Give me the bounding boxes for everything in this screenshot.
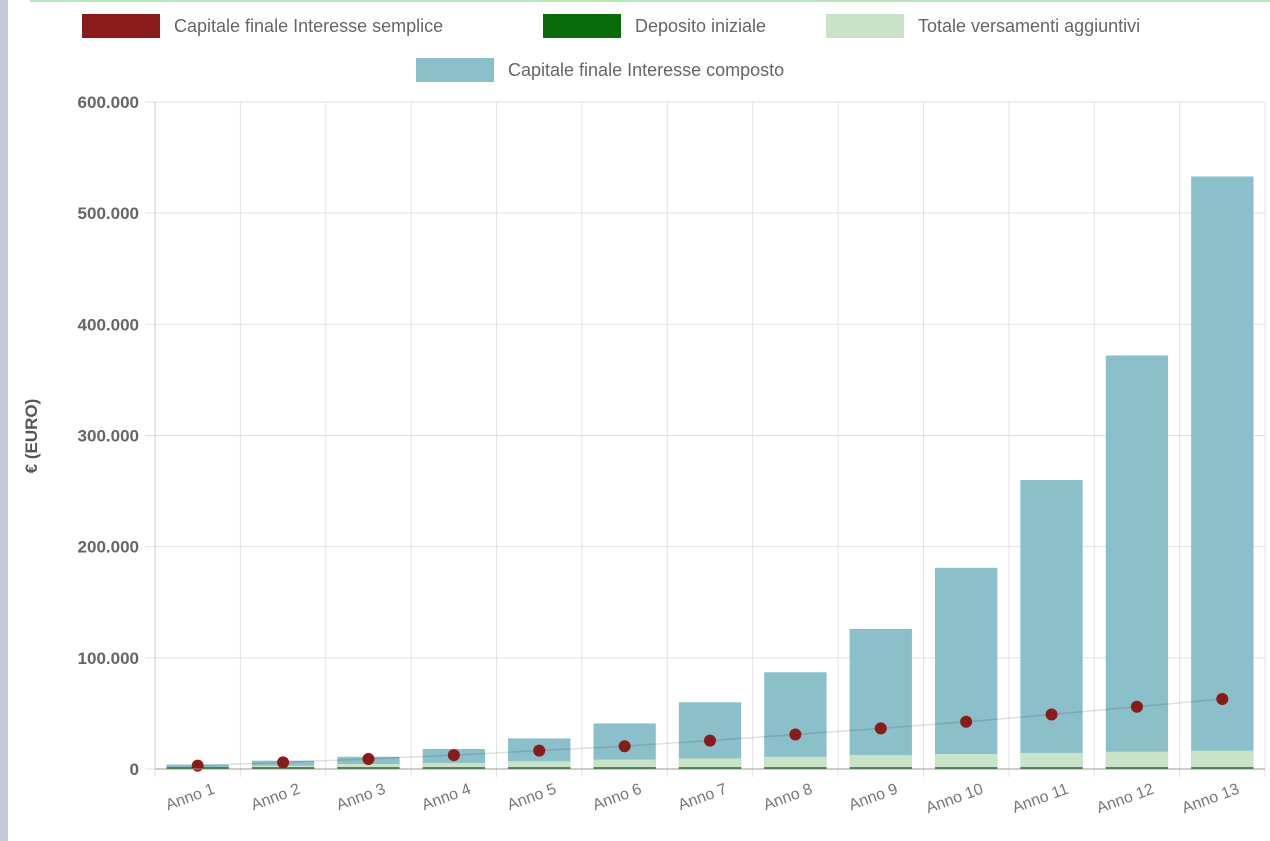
additional-deposits-bar (422, 762, 486, 769)
legend-swatch (416, 58, 494, 82)
x-tick-label: Anno 1 (164, 781, 218, 814)
initial-deposit-bar (422, 767, 486, 769)
additional-deposits-bar (1020, 752, 1083, 769)
initial-deposit-bar (593, 767, 656, 769)
legend-item[interactable]: Deposito iniziale (543, 14, 766, 38)
additional-deposits-bar (934, 753, 998, 769)
initial-deposit-bar (934, 767, 998, 769)
legend-swatch (82, 14, 160, 38)
simple-interest-point (704, 734, 716, 747)
simple-interest-point (1130, 700, 1143, 713)
compound-interest-bar (1105, 355, 1169, 769)
y-tick-label: 400.000 (78, 315, 139, 334)
y-tick-label: 200.000 (78, 538, 139, 557)
simple-interest-point (618, 740, 631, 753)
y-tick-label: 300.000 (78, 427, 139, 446)
legend-label: Capitale finale Interesse composto (508, 60, 784, 80)
compound-interest-bar (849, 628, 912, 769)
additional-deposits-bar (678, 758, 742, 769)
legend-label: Capitale finale Interesse semplice (174, 16, 443, 36)
x-tick-label: Anno 7 (676, 781, 730, 814)
x-tick-label: Anno 4 (420, 781, 474, 814)
compound-interest-bar (934, 567, 998, 769)
legend-label: Totale versamenti aggiuntivi (918, 16, 1140, 36)
y-tick-label: 100.000 (78, 649, 139, 668)
y-tick-label: 600.000 (78, 93, 139, 112)
x-tick-label: Anno 13 (1180, 781, 1242, 817)
chart-grid (145, 101, 1266, 777)
simple-interest-point (362, 752, 375, 765)
simple-interest-point (191, 759, 204, 772)
compound-interest-bar (1191, 176, 1254, 769)
x-tick-label: Anno 3 (334, 781, 388, 814)
legend-label: Deposito iniziale (635, 16, 766, 36)
simple-interest-point (277, 756, 290, 769)
additional-deposits-bar (1105, 751, 1169, 769)
y-axis-label: € (EURO) (22, 399, 41, 474)
simple-interest-point (789, 728, 802, 741)
left-border-strip (0, 0, 8, 841)
additional-deposits-bar (849, 755, 912, 769)
simple-interest-point (447, 749, 460, 762)
additional-deposits-bar (1191, 750, 1254, 769)
initial-deposit-bar (1105, 767, 1169, 769)
x-tick-label: Anno 2 (249, 781, 303, 814)
simple-interest-point (874, 722, 887, 735)
simple-interest-point (533, 744, 546, 757)
x-tick-label: Anno 12 (1094, 781, 1156, 817)
additional-deposits-bar (337, 763, 400, 769)
simple-interest-point (960, 715, 973, 728)
initial-deposit-bar (508, 767, 571, 769)
chart-bars (166, 176, 1254, 769)
initial-deposit-bar (1191, 767, 1254, 769)
initial-deposit-bar (337, 767, 400, 769)
chart-legend: Capitale finale Interesse semplice Deposi… (82, 14, 1140, 82)
legend-item[interactable]: Capitale finale Interesse semplice (82, 14, 443, 38)
legend-item[interactable]: Totale versamenti aggiuntivi (826, 14, 1140, 38)
initial-deposit-bar (678, 767, 742, 769)
top-border-line (30, 0, 1270, 2)
initial-deposit-bar (1020, 767, 1083, 769)
additional-deposits-bar (764, 756, 827, 769)
x-tick-label: Anno 5 (505, 781, 559, 814)
initial-deposit-bar (849, 767, 912, 769)
x-tick-label: Anno 8 (761, 781, 815, 814)
additional-deposits-bar (508, 761, 571, 769)
x-tick-label: Anno 10 (924, 781, 986, 817)
y-tick-label: 500.000 (78, 204, 139, 223)
legend-item[interactable]: Capitale finale Interesse composto (416, 58, 784, 82)
simple-interest-point (1216, 692, 1229, 705)
y-tick-label: 0 (130, 760, 139, 779)
additional-deposits-bar (593, 759, 656, 769)
legend-swatch (826, 14, 904, 38)
compound-interest-bar (764, 672, 827, 769)
simple-interest-point (1045, 708, 1058, 721)
chart-axes: 0 100.000 200.000 300.000 400.000 500.000 600.… (78, 93, 1265, 817)
legend-swatch (543, 14, 621, 38)
x-tick-label: Anno 9 (847, 781, 901, 814)
compound-interest-bar (1020, 479, 1083, 769)
x-tick-label: Anno 6 (591, 781, 645, 814)
x-tick-label: Anno 11 (1010, 781, 1071, 817)
initial-deposit-bar (764, 767, 827, 769)
